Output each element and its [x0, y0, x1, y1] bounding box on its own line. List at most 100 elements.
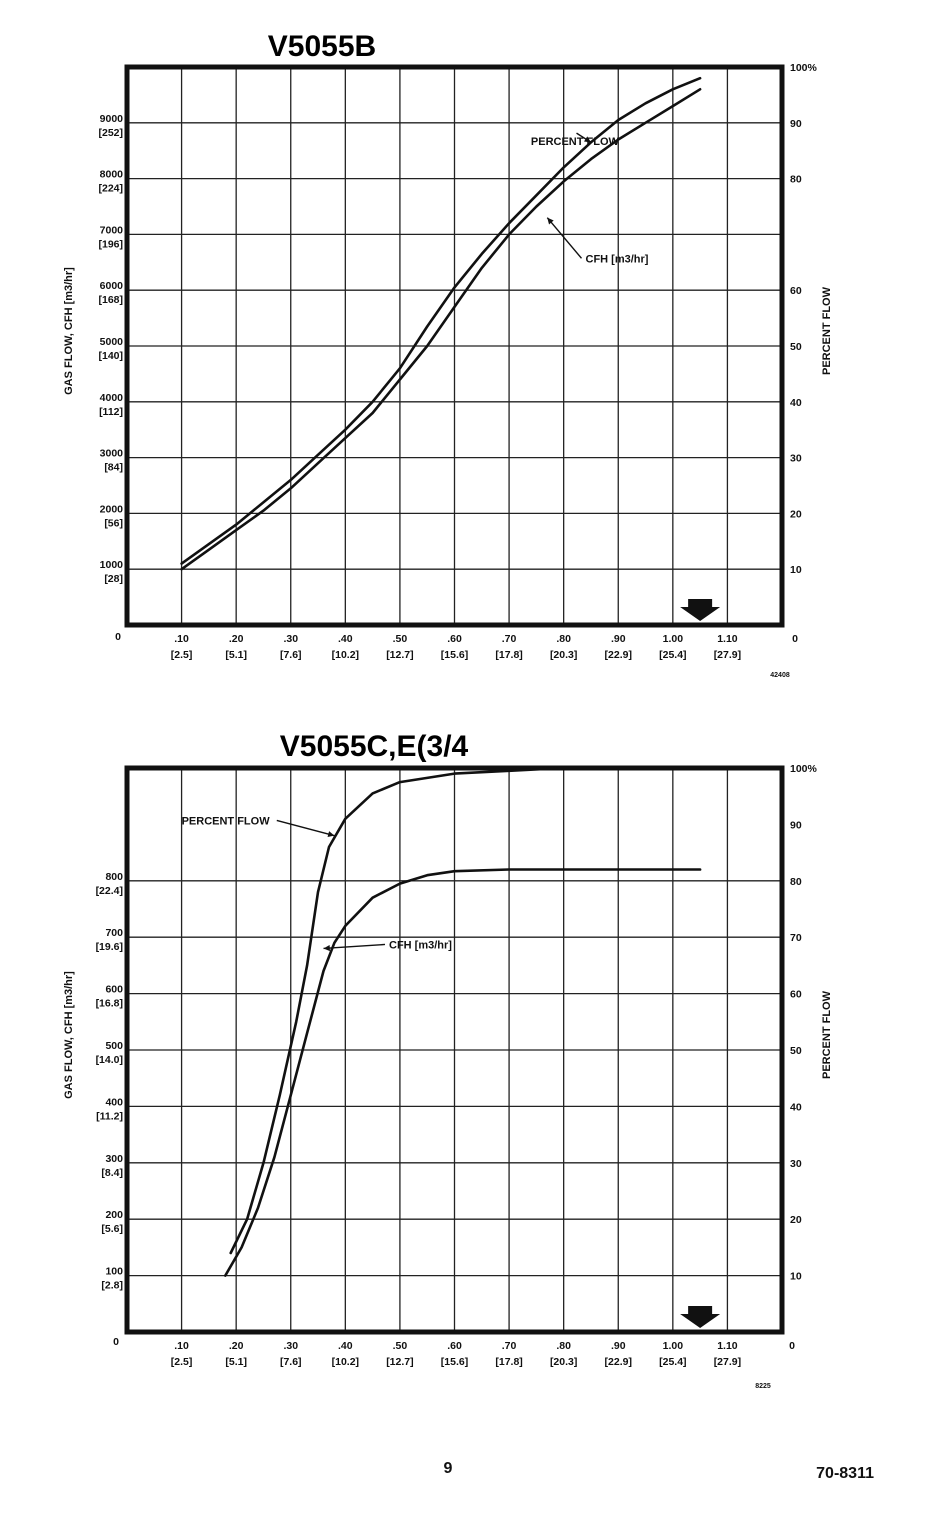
annotation-label: PERCENT FLOW — [531, 136, 620, 148]
y2-tick-label: 10 — [790, 1271, 802, 1283]
series-line-percent-flow — [180, 76, 702, 565]
y2-axis-label: PERCENT FLOW — [821, 286, 833, 375]
x-tick-sublabel: [20.3] — [550, 1356, 577, 1368]
y-tick-sublabel: [22.4] — [96, 885, 123, 897]
y-tick-label: 400 — [105, 1096, 123, 1108]
down-arrow-marker — [680, 1306, 721, 1328]
y2-tick-label: 20 — [790, 508, 802, 520]
x-tick-sublabel: [25.4] — [659, 1356, 686, 1368]
plot-frame — [124, 64, 785, 628]
figure-code: 8225 — [755, 1383, 771, 1390]
y-tick-sublabel: [8.4] — [101, 1167, 123, 1179]
x-tick-label: 1.00 — [663, 633, 684, 645]
y-tick-label: 1000 — [100, 559, 124, 571]
x-tick-sublabel: [27.9] — [714, 649, 741, 661]
x-tick-label: .60 — [447, 633, 462, 645]
x-tick-sublabel: [5.1] — [225, 649, 247, 661]
y2-tick-label: 80 — [790, 876, 802, 888]
y-tick-sublabel: [140] — [98, 350, 123, 362]
x-tick-sublabel: [15.6] — [441, 1356, 468, 1368]
y-tick-sublabel: [28] — [104, 573, 123, 585]
y-tick-sublabel: [196] — [98, 238, 123, 250]
x-tick-sublabel: [10.2] — [332, 649, 359, 661]
y-tick-sublabel: [224] — [98, 183, 123, 195]
x-tick-label: 1.10 — [717, 1340, 738, 1352]
chart-title: V5055C,E(3/4 — [280, 730, 469, 763]
y2-tick-label: 90 — [790, 819, 802, 831]
y-tick-label: 7000 — [100, 224, 124, 236]
x-tick-sublabel: [20.3] — [550, 649, 577, 661]
y2-tick-label: 90 — [790, 118, 802, 130]
y2-tick-label: 30 — [790, 1158, 802, 1170]
y2-tick-label: 60 — [790, 285, 802, 297]
y-tick-label: 4000 — [100, 392, 124, 404]
x-tick-sublabel: [25.4] — [659, 649, 686, 661]
y2-tick-label: 30 — [790, 453, 802, 465]
x-tick-sublabel: [12.7] — [386, 649, 413, 661]
x-tick-label: .90 — [611, 1340, 626, 1352]
x-tick-sublabel: [2.5] — [171, 649, 193, 661]
x-tick-label: .10 — [174, 1340, 189, 1352]
y-tick-sublabel: [5.6] — [101, 1223, 123, 1235]
y2-tick-label: 100% — [790, 763, 818, 775]
y-tick-sublabel: [112] — [99, 406, 123, 418]
y-tick-sublabel: [84] — [104, 462, 123, 474]
y2-tick-label: 80 — [790, 174, 802, 186]
x-origin-label: 0 — [115, 631, 121, 643]
chart-v5055b: V5055B1000[28]2000[56]3000[84]4000[112]5… — [63, 30, 833, 679]
annotation-label: CFH [m3/hr] — [586, 253, 649, 265]
x-tick-label: .70 — [502, 1340, 517, 1352]
x-tick-label: .50 — [393, 633, 408, 645]
y-tick-sublabel: [168] — [98, 294, 123, 306]
y2-origin-label: 0 — [792, 633, 798, 645]
y-tick-sublabel: [14.0] — [96, 1054, 123, 1066]
y-tick-sublabel: [11.2] — [96, 1110, 123, 1122]
y-tick-label: 600 — [105, 984, 123, 996]
y-tick-label: 100 — [105, 1266, 123, 1278]
series-line-cfh — [180, 88, 702, 571]
x-tick-label: .50 — [393, 1340, 408, 1352]
y2-tick-label: 20 — [790, 1214, 802, 1226]
chart-title: V5055B — [268, 30, 376, 63]
x-tick-label: .90 — [611, 633, 626, 645]
x-origin-label: 0 — [113, 1336, 119, 1348]
x-tick-sublabel: [2.5] — [171, 1356, 193, 1368]
y-tick-label: 200 — [105, 1209, 123, 1221]
y2-tick-label: 50 — [790, 1045, 802, 1057]
series-line-percent-flow — [229, 766, 702, 1255]
x-tick-label: .80 — [556, 1340, 571, 1352]
x-tick-sublabel: [7.6] — [280, 1356, 302, 1368]
chart-v5055ce: V5055C,E(3/4100[2.8]200[5.6]300[8.4]400[… — [63, 730, 833, 1390]
y2-axis-label: PERCENT FLOW — [821, 990, 833, 1079]
plot-frame — [124, 765, 785, 1335]
x-tick-sublabel: [7.6] — [280, 649, 302, 661]
annotation-arrowhead — [327, 831, 335, 838]
annotation-label: PERCENT FLOW — [182, 815, 271, 827]
document-code: 70-8311 — [816, 1465, 874, 1482]
y-tick-label: 9000 — [100, 113, 124, 125]
y-tick-sublabel: [19.6] — [96, 941, 123, 953]
x-tick-label: 1.10 — [717, 633, 738, 645]
y-tick-label: 5000 — [100, 336, 124, 348]
y-tick-sublabel: [2.8] — [101, 1280, 123, 1292]
y-tick-label: 500 — [105, 1040, 123, 1052]
y-tick-label: 3000 — [100, 448, 124, 460]
annotation-arrowhead — [547, 217, 554, 225]
y2-tick-label: 50 — [790, 341, 802, 353]
x-tick-sublabel: [12.7] — [386, 1356, 413, 1368]
annotation-leader — [323, 943, 386, 950]
x-tick-label: .40 — [338, 633, 353, 645]
annotation-label: CFH [m3/hr] — [389, 939, 452, 951]
x-tick-sublabel: [22.9] — [605, 649, 632, 661]
figure-code: 42408 — [770, 672, 790, 679]
annotation-leader — [546, 217, 583, 259]
y-tick-label: 300 — [105, 1153, 123, 1165]
y-tick-label: 700 — [105, 927, 123, 939]
y2-origin-label: 0 — [789, 1340, 795, 1352]
y-tick-label: 800 — [105, 871, 123, 883]
x-tick-label: .10 — [174, 633, 189, 645]
x-tick-label: .20 — [229, 1340, 244, 1352]
x-tick-sublabel: [17.8] — [495, 649, 522, 661]
series-line-cfh — [224, 868, 702, 1277]
